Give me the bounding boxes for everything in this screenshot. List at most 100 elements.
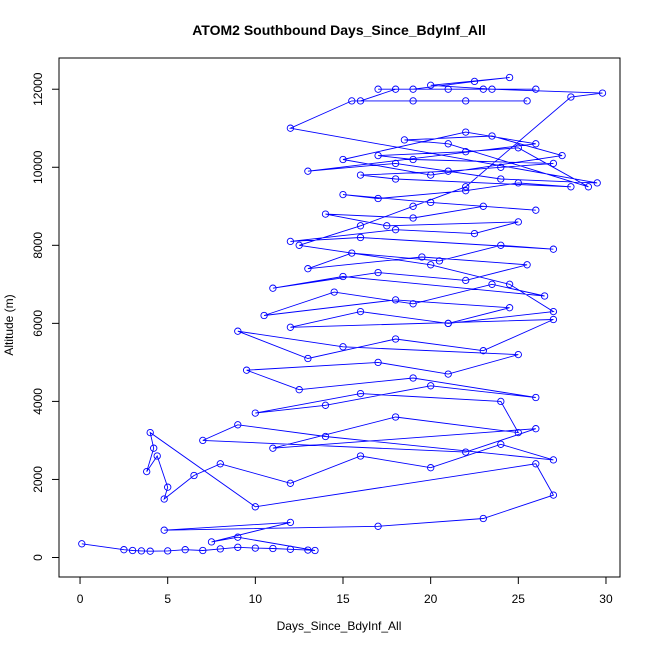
data-point [462,97,470,105]
data-point [391,175,400,183]
x-tick-label: 10 [249,592,263,606]
data-point [514,350,522,359]
data-point [339,190,347,199]
data-point [160,526,168,534]
data-point [497,440,505,448]
data-point [497,397,505,406]
data-point [549,159,558,168]
data-point [479,347,487,355]
data-point [488,280,496,288]
data-point [462,187,470,195]
data-point [234,327,242,335]
data-point [470,229,479,238]
x-tick-label: 15 [336,592,350,606]
data-point [409,202,417,210]
data-point [304,546,312,554]
data-point [532,140,540,148]
data-point [356,171,365,179]
axes: 0 5 10 15 20 25 30 0 2000 4000 6000 8000 10000 12000 [31,72,613,606]
data-point [242,366,251,374]
data-point [146,547,154,555]
data-point [251,544,259,552]
data-point [234,543,242,551]
data-point [427,198,435,207]
data-point [549,491,558,499]
data-point [488,132,496,140]
data-point [295,241,303,249]
data-point [348,97,356,105]
data-point [409,214,417,222]
data-point [374,268,382,277]
data-point [400,136,409,144]
data-point [321,210,330,218]
y-tick-label: 6000 [31,310,45,337]
data-point [374,194,382,203]
data-point [444,167,452,175]
data-point [286,545,295,553]
data-point [374,358,382,367]
data-point [479,514,487,523]
data-point [286,237,295,246]
data-point [549,245,558,253]
data-point [150,444,158,452]
data-point [532,393,540,402]
data-point [304,354,312,363]
data-point [269,544,277,553]
data-point [514,218,522,226]
data-point [190,471,198,480]
data-point [153,452,161,460]
y-tick-label: 10000 [31,150,45,184]
data-point [339,343,347,351]
data-point [567,183,575,191]
x-tick-label: 0 [77,592,84,606]
data-point [234,533,242,541]
data-point [234,421,242,429]
data-point [391,335,400,343]
data-point [409,155,417,164]
x-tick-label: 20 [424,592,438,606]
y-tick-label: 2000 [31,466,45,493]
data-point [409,97,417,105]
data-point [523,97,531,105]
data-point [418,253,426,261]
data-point [593,179,601,187]
data-point [356,452,365,460]
data-point [356,307,365,316]
data-point [462,148,470,156]
data-point [462,448,470,456]
data-point [391,226,400,234]
data-point [391,296,400,304]
data-point [339,272,347,281]
data-point [532,425,540,433]
data-point [137,547,146,555]
data-point [427,261,435,269]
series-line [81,77,603,552]
data-point [523,261,531,269]
data-point [549,307,558,316]
data-point [497,163,505,171]
data-point [409,374,417,382]
data-point [199,436,207,445]
data-point [181,546,189,554]
data-point [549,315,558,324]
data-point [304,167,312,175]
data-point [532,460,540,468]
data-point [598,89,607,97]
series-layer [78,73,607,555]
data-point [427,382,435,390]
data-point [269,284,277,292]
y-tick-label: 12000 [31,72,45,106]
data-point [311,546,319,555]
data-point [409,85,417,93]
x-tick-label: 5 [164,592,171,606]
y-tick-label: 0 [31,554,45,561]
data-point [427,464,435,472]
data-point [304,265,312,273]
data-point [391,413,400,421]
data-point [532,206,540,214]
data-point [356,389,365,398]
data-point [374,522,382,530]
data-point [260,311,268,320]
